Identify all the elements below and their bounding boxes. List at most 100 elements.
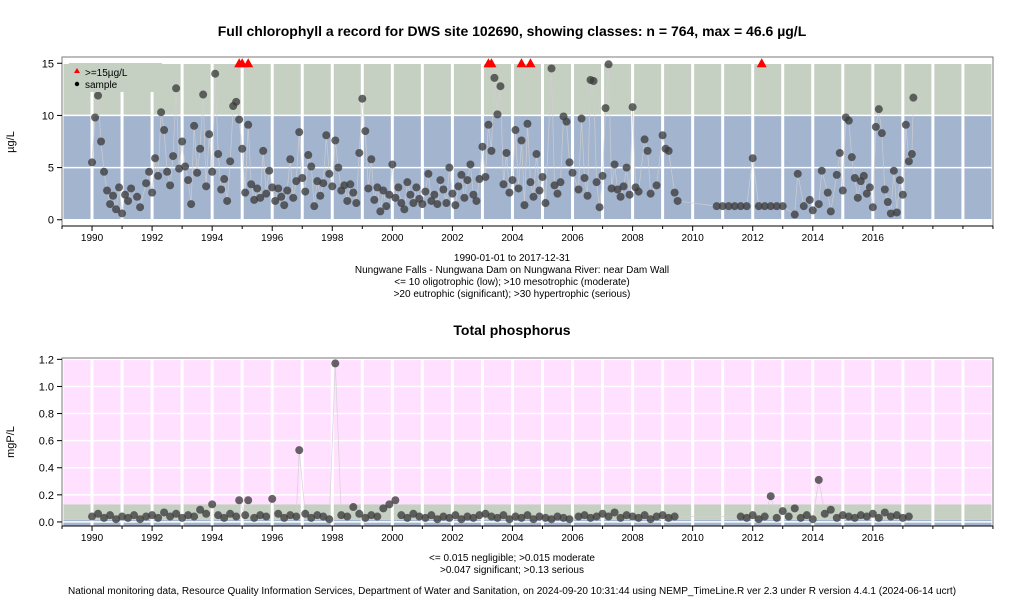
chart1-point [859, 171, 868, 180]
chart1-x-tick-label: 2006 [561, 233, 584, 244]
chart1-point [469, 190, 478, 199]
chart2-point [130, 511, 139, 520]
chart1-point [814, 200, 823, 209]
chart2-point [268, 494, 277, 503]
chart2-x-tick-label: 1990 [81, 533, 104, 544]
chart2-point [610, 508, 619, 517]
chart1-x-tick-label: 1992 [141, 233, 164, 244]
chart1-capped-markers [234, 58, 767, 68]
chart2-point [235, 496, 244, 505]
chart2-point [658, 511, 667, 520]
chart1-point [826, 207, 835, 216]
chart1-point [334, 163, 343, 172]
chart1-point [286, 155, 295, 164]
chart1-point [184, 176, 193, 185]
chart2-point [355, 509, 364, 518]
chart1-point [409, 199, 418, 208]
chart1-point [502, 148, 511, 157]
chart1-point [250, 195, 259, 204]
chart1-point [403, 178, 412, 187]
chart1-point [301, 187, 310, 196]
chart1-point [169, 152, 178, 161]
chart2-point [772, 513, 781, 522]
chart2-point [742, 513, 751, 522]
chart1-point [817, 166, 826, 175]
chart2-point [487, 512, 496, 521]
chart1-point [427, 196, 436, 205]
chart2-x-axis: 1990 1992 1994 1996 1998 2000 2002 2004 2006 2008… [61, 525, 994, 544]
chart1-point [151, 154, 160, 163]
chart1-point [112, 205, 121, 214]
chart1-point [217, 185, 226, 194]
chart1-point [490, 73, 499, 82]
chart1-capped-triangle [756, 58, 767, 68]
chart2-point [373, 512, 382, 521]
chart1-point [109, 191, 118, 200]
chart1-point [157, 108, 166, 117]
chart1-point [193, 168, 202, 177]
chart1-point [370, 195, 379, 204]
chart2-class-bands [62, 358, 993, 526]
chart2-point [535, 512, 544, 521]
chart2-point [349, 503, 358, 512]
chart1-point [268, 183, 277, 192]
chart2-point [652, 512, 661, 521]
chart2-point [307, 513, 316, 522]
chart1-point [352, 199, 361, 208]
chart1-title: Full chlorophyll a record for DWS site 1… [217, 23, 807, 39]
chart2-point [232, 512, 241, 521]
chart1-point [535, 186, 544, 195]
chart1-point [121, 190, 130, 199]
chart2-series-line [91, 363, 909, 520]
chart2-y-tick-label: 1.0 [39, 381, 54, 393]
chart2-point [220, 513, 229, 522]
chart1-frame [61, 56, 994, 227]
chart1-point [580, 174, 589, 183]
chart1-point [862, 189, 871, 198]
chart1-point [790, 210, 799, 219]
chart1-point [856, 177, 865, 186]
chart2-point [88, 512, 97, 521]
chart1-point [385, 190, 394, 199]
chart2-point [640, 511, 649, 520]
chart2-x-tick-label: 2016 [862, 533, 885, 544]
chart1-band-0 [62, 115, 993, 220]
chart1-point [847, 153, 856, 162]
chart2-point [748, 511, 757, 520]
chart1-point [247, 180, 256, 189]
chart1-legend: >=15µg/L sample [69, 63, 162, 92]
chart1-point [463, 176, 472, 185]
chart1-point [160, 126, 169, 135]
chart1-point [175, 164, 184, 173]
chart1-point [331, 136, 340, 145]
chart1-point [835, 148, 844, 157]
chart2-point [523, 511, 532, 520]
chart1-point [367, 155, 376, 164]
chart1-point [520, 201, 529, 210]
chart1-y-tick-label: 0 [48, 215, 54, 227]
chart1-point [181, 162, 190, 171]
chart1-point [205, 130, 214, 139]
chart2-point [898, 513, 907, 522]
chart1-point [841, 113, 850, 122]
chart2-point [385, 500, 394, 509]
chart2-point [445, 513, 454, 522]
chart2-band-2 [62, 358, 993, 505]
chart1-point [577, 114, 586, 123]
chart1-point [631, 183, 640, 192]
chart2-point [586, 513, 595, 522]
chart2-point [604, 512, 613, 521]
chart2-x-tick-label: 1996 [261, 533, 284, 544]
chart1-point [475, 175, 484, 184]
chart1-point [487, 146, 496, 155]
chart2-point [208, 500, 217, 509]
chart2-point [343, 512, 352, 521]
chart2-x-tick-label: 2006 [561, 533, 584, 544]
chart1-point [670, 188, 679, 197]
chart1-point [613, 185, 622, 194]
chart2-point [409, 509, 418, 518]
chart1-x-tick-label: 2004 [501, 233, 524, 244]
chart1-point [661, 144, 670, 153]
chart1-point [97, 137, 106, 146]
chart2-point [256, 511, 265, 520]
